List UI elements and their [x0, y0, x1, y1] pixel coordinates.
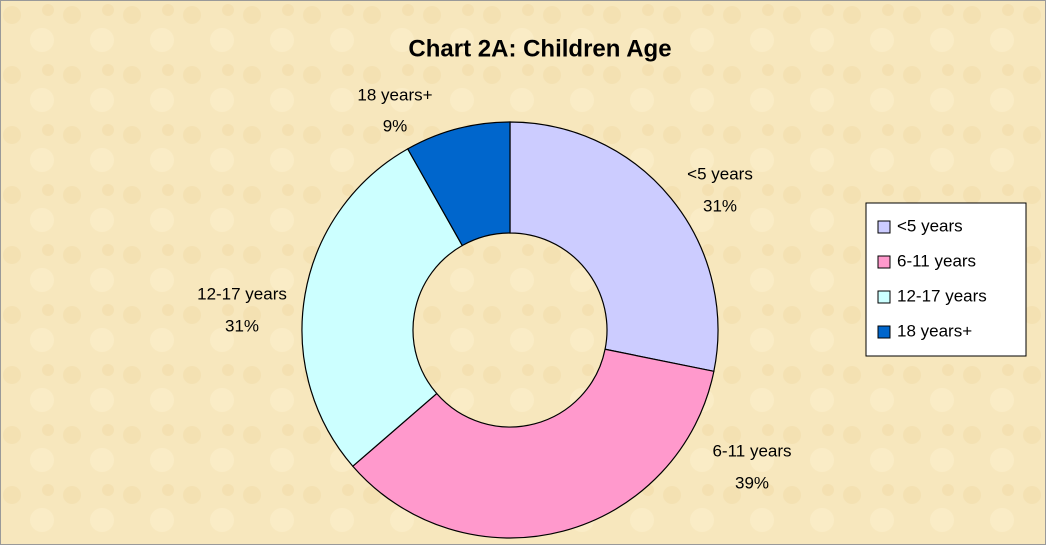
legend-label: 12-17 years — [897, 286, 987, 305]
legend-swatch — [877, 290, 891, 304]
donut-slice — [351, 348, 715, 539]
legend-label: 6-11 years — [897, 251, 976, 270]
legend-swatch — [877, 255, 891, 269]
slice-label: 18 years+ — [357, 85, 432, 104]
slice-label: 12-17 years — [197, 284, 287, 303]
slice-value-label: 31% — [225, 316, 259, 335]
chart-title: Chart 2A: Children Age — [408, 35, 671, 62]
donut-slice — [301, 148, 464, 468]
legend-label: 18 years+ — [897, 321, 972, 340]
legend-box — [865, 202, 1027, 357]
legend-swatch — [877, 220, 891, 234]
legend-swatch — [877, 325, 891, 339]
slice-label: 6-11 years — [712, 441, 791, 460]
slice-value-label: 39% — [735, 473, 769, 492]
legend-label: <5 years — [897, 216, 963, 235]
slice-value-label: 9% — [383, 116, 408, 135]
donut-slice — [509, 121, 719, 373]
slice-label: <5 years — [687, 164, 753, 183]
slice-value-label: 31% — [703, 196, 737, 215]
donut-slice — [406, 121, 511, 247]
